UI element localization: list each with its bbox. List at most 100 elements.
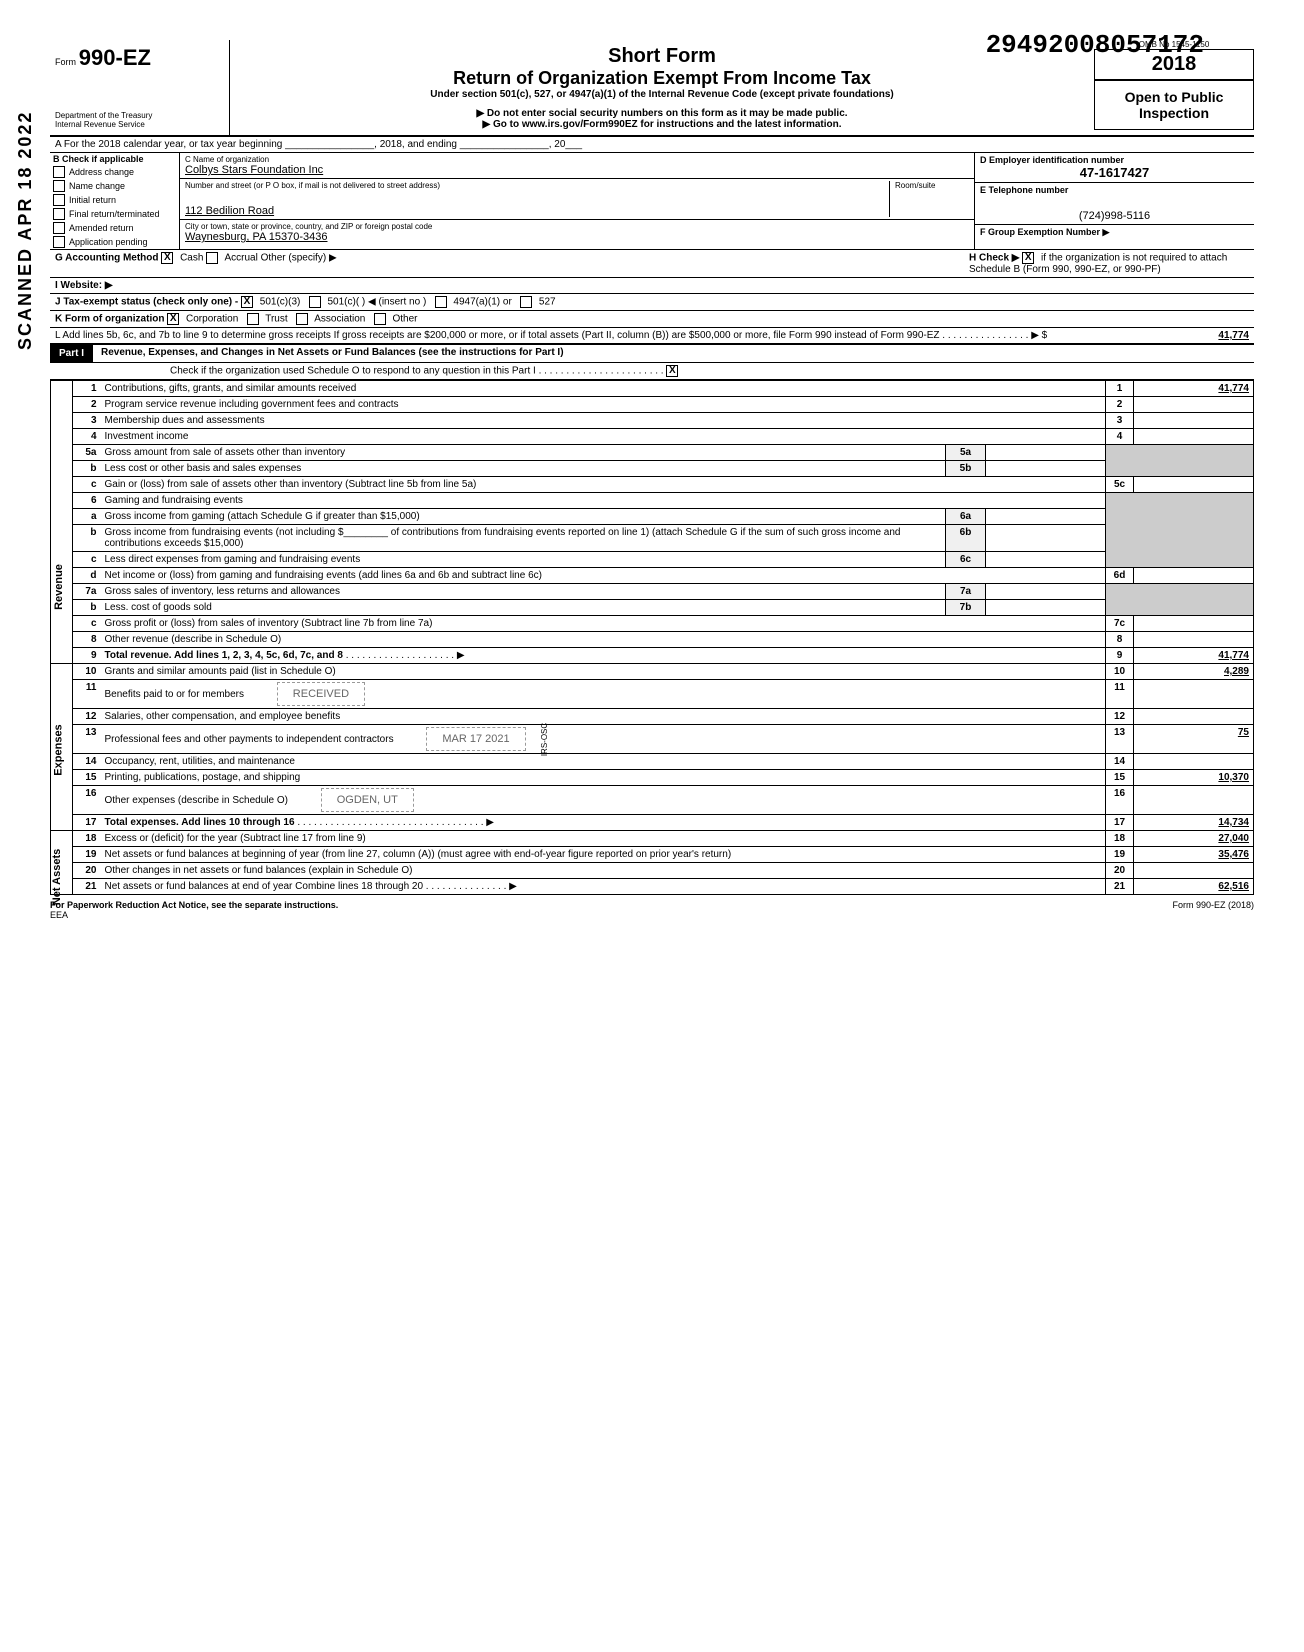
line-result-num: 18 [1106, 831, 1134, 847]
line-num: c [73, 616, 101, 632]
line-value: 41,774 [1134, 381, 1254, 397]
line-num: 21 [73, 879, 101, 895]
chk-application-pending[interactable]: Application pending [50, 235, 179, 249]
b-item-label: Initial return [69, 195, 116, 205]
table-row-6c: cLess direct expenses from gaming and fu… [51, 552, 1254, 568]
line-value: 14,734 [1134, 815, 1254, 831]
revenue-section-label: Revenue [53, 564, 65, 610]
line-value: 75 [1134, 725, 1254, 754]
j-label: J Tax-exempt status (check only one) - [55, 297, 238, 308]
addr-label: Number and street (or P O box, if mail i… [185, 181, 889, 190]
line-desc: Other revenue (describe in Schedule O) [105, 634, 282, 645]
line-desc: Less direct expenses from gaming and fun… [105, 554, 361, 565]
footer-eea: EEA [50, 910, 68, 920]
table-row-3: 3Membership dues and assessments3 [51, 413, 1254, 429]
line-desc: Gain or (loss) from sale of assets other… [105, 479, 477, 490]
chk-address-change[interactable]: Address change [50, 165, 179, 179]
b-item-label: Address change [69, 167, 134, 177]
j-501c-label: 501(c)( ) ◀ (insert no ) [327, 297, 426, 308]
title-return: Return of Organization Exempt From Incom… [240, 68, 1084, 89]
line-desc: Net assets or fund balances at end of ye… [105, 881, 424, 892]
instruction-url: ▶ Go to www.irs.gov/Form990EZ for instru… [240, 119, 1084, 130]
line-num: 12 [73, 709, 101, 725]
chk-schedule-b[interactable] [1022, 252, 1034, 264]
table-row-14: 14Occupancy, rent, utilities, and mainte… [51, 754, 1254, 770]
line-desc: Other expenses (describe in Schedule O) [105, 795, 288, 806]
org-city: Waynesburg, PA 15370-3436 [185, 231, 969, 243]
line-result-num: 6d [1106, 568, 1134, 584]
sub-num: 6c [946, 552, 986, 568]
g-cash-label: Cash [180, 253, 203, 264]
line-num: 1 [73, 381, 101, 397]
line-result-num: 17 [1106, 815, 1134, 831]
k-label: K Form of organization [55, 314, 164, 325]
chk-cash[interactable] [161, 252, 173, 264]
line-desc: Less cost or other basis and sales expen… [105, 463, 302, 474]
line-value: 10,370 [1134, 770, 1254, 786]
b-item-label: Amended return [69, 223, 134, 233]
received-stamp: RECEIVED [277, 682, 365, 706]
line-num: b [73, 600, 101, 616]
table-row-18: Net Assets 18Excess or (deficit) for the… [51, 831, 1254, 847]
line-result-num: 7c [1106, 616, 1134, 632]
vertical-scanned-stamp: SCANNED APR 18 2022 [15, 111, 36, 350]
sub-num: 5a [946, 445, 986, 461]
line-result-num: 21 [1106, 879, 1134, 895]
chk-amended-return[interactable]: Amended return [50, 221, 179, 235]
chk-4947[interactable] [435, 296, 447, 308]
line-num: 7a [73, 584, 101, 600]
table-row-6d: dNet income or (loss) from gaming and fu… [51, 568, 1254, 584]
g-accrual-label: Accrual [224, 253, 257, 264]
line-value: 4,289 [1134, 664, 1254, 680]
line-num: 10 [73, 664, 101, 680]
line-desc: Net assets or fund balances at beginning… [105, 849, 732, 860]
e-label: E Telephone number [980, 185, 1249, 195]
chk-name-change[interactable]: Name change [50, 179, 179, 193]
line-num: b [73, 525, 101, 552]
line-result-num: 10 [1106, 664, 1134, 680]
chk-final-return[interactable]: Final return/terminated [50, 207, 179, 221]
line-desc: Gross amount from sale of assets other t… [105, 447, 346, 458]
part1-header: Part I Revenue, Expenses, and Changes in… [50, 345, 1254, 363]
table-row-16: 16Other expenses (describe in Schedule O… [51, 786, 1254, 815]
stamp-irs-osc: IRS-OSC [541, 723, 550, 756]
chk-trust[interactable] [247, 313, 259, 325]
line-desc: Gross sales of inventory, less returns a… [105, 586, 340, 597]
l-text: L Add lines 5b, 6c, and 7b to line 9 to … [55, 330, 942, 341]
org-name: Colbys Stars Foundation Inc [185, 164, 969, 176]
line-num: 5a [73, 445, 101, 461]
chk-corp[interactable] [167, 313, 179, 325]
row-a-tax-year: A For the 2018 calendar year, or tax yea… [50, 137, 1254, 153]
table-row-15: 15Printing, publications, postage, and s… [51, 770, 1254, 786]
table-row-5a: 5a Gross amount from sale of assets other… [51, 445, 1254, 461]
page-footer: For Paperwork Reduction Act Notice, see … [50, 895, 1254, 920]
chk-501c[interactable] [309, 296, 321, 308]
chk-initial-return[interactable]: Initial return [50, 193, 179, 207]
chk-assoc[interactable] [296, 313, 308, 325]
table-row-19: 19Net assets or fund balances at beginni… [51, 847, 1254, 863]
chk-527[interactable] [520, 296, 532, 308]
table-row-5c: c Gain or (loss) from sale of assets othe… [51, 477, 1254, 493]
i-label: I Website: ▶ [55, 280, 113, 291]
line-desc: Excess or (deficit) for the year (Subtra… [105, 833, 366, 844]
chk-501c3[interactable] [241, 296, 253, 308]
chk-schedule-o[interactable] [666, 365, 678, 377]
table-row-7b: bLess. cost of goods sold7b [51, 600, 1254, 616]
footer-paperwork: For Paperwork Reduction Act Notice, see … [50, 900, 338, 910]
line-num: 6 [73, 493, 101, 509]
line-result-num: 15 [1106, 770, 1134, 786]
line-value: 27,040 [1134, 831, 1254, 847]
dept-irs: Internal Revenue Service [55, 120, 224, 129]
line-num: 15 [73, 770, 101, 786]
chk-other-form[interactable] [374, 313, 386, 325]
line-desc: Total expenses. Add lines 10 through 16 [105, 817, 295, 828]
table-row-6: 6Gaming and fundraising events [51, 493, 1254, 509]
line-desc: Gross profit or (loss) from sales of inv… [105, 618, 433, 629]
line-num: c [73, 477, 101, 493]
table-row-13: 13Professional fees and other payments t… [51, 725, 1254, 754]
chk-accrual[interactable] [206, 252, 218, 264]
line-num: d [73, 568, 101, 584]
part1-title: Revenue, Expenses, and Changes in Net As… [93, 345, 1254, 362]
line-value: 35,476 [1134, 847, 1254, 863]
table-row-9: 9Total revenue. Add lines 1, 2, 3, 4, 5c… [51, 648, 1254, 664]
